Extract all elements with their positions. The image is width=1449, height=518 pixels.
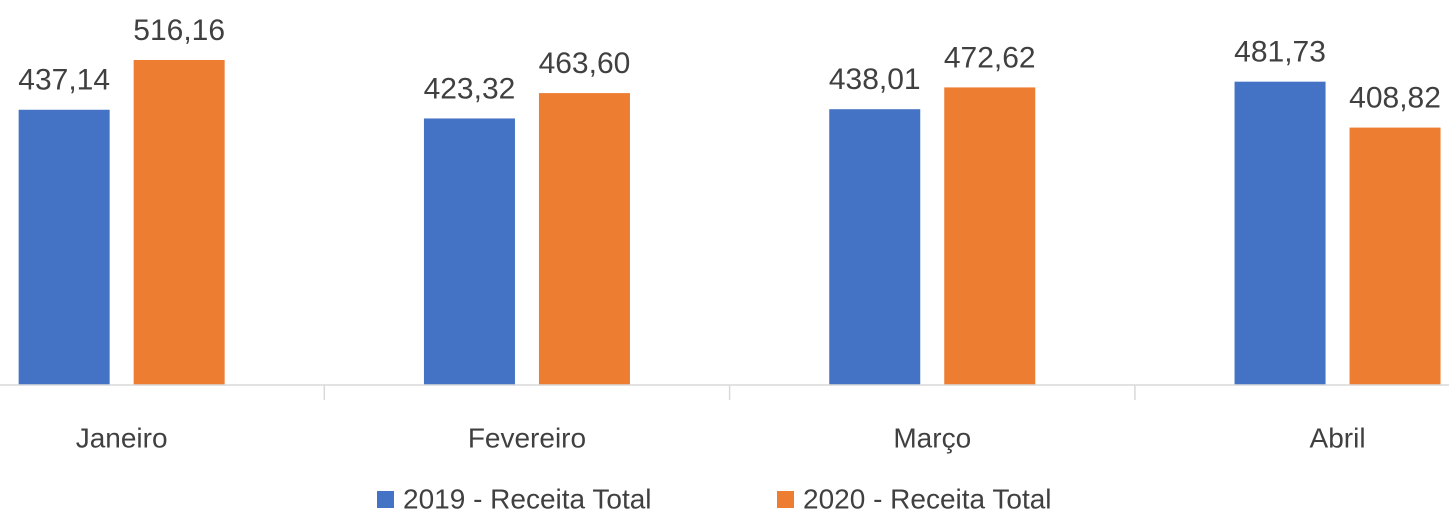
legend-swatch bbox=[377, 491, 394, 508]
bar bbox=[133, 60, 225, 385]
bar bbox=[1234, 81, 1326, 386]
x-tick-label: Fevereiro bbox=[468, 422, 586, 453]
bar bbox=[18, 109, 110, 386]
legend-label: 2020 - Receita Total bbox=[803, 483, 1052, 514]
data-label: 438,01 bbox=[829, 63, 921, 96]
bar bbox=[944, 87, 1036, 385]
bar bbox=[538, 93, 630, 385]
x-tick-label: Março bbox=[893, 422, 971, 453]
bar bbox=[829, 109, 921, 385]
data-label: 516,16 bbox=[133, 14, 225, 47]
bar bbox=[1349, 127, 1441, 385]
bar bbox=[423, 118, 515, 386]
data-label: 472,62 bbox=[944, 41, 1036, 74]
data-label: 408,82 bbox=[1349, 82, 1441, 115]
x-tick-label: Janeiro bbox=[76, 422, 168, 453]
data-label: 437,14 bbox=[18, 64, 110, 97]
data-label: 463,60 bbox=[539, 47, 631, 80]
data-label: 423,32 bbox=[424, 72, 516, 105]
legend-label: 2019 - Receita Total bbox=[403, 483, 652, 514]
data-label: 481,73 bbox=[1234, 36, 1326, 69]
legend-swatch bbox=[777, 491, 794, 508]
x-tick-label: Abril bbox=[1310, 422, 1366, 453]
